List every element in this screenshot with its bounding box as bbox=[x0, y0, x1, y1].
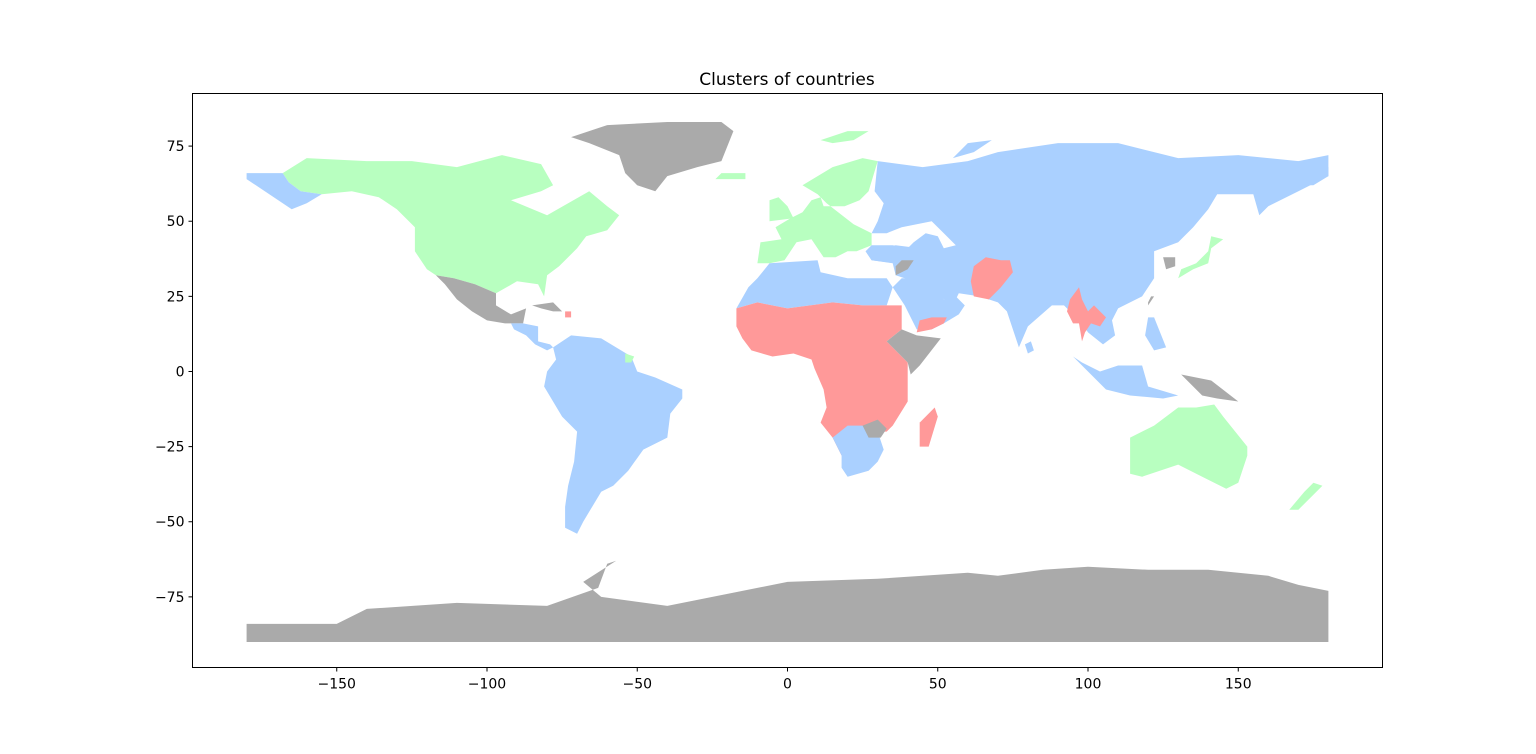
region-east-russia bbox=[1298, 155, 1329, 186]
region-japan bbox=[1178, 236, 1224, 279]
region-myanmar bbox=[1067, 287, 1106, 342]
region-arabia bbox=[892, 278, 965, 330]
y-tick-label: 75 bbox=[167, 139, 185, 155]
region-uk bbox=[769, 197, 794, 222]
region-guiana bbox=[625, 353, 635, 363]
region-horn bbox=[886, 329, 941, 375]
region-svalbard bbox=[820, 131, 869, 144]
y-tick-label: −25 bbox=[155, 440, 185, 456]
region-madagascar bbox=[919, 407, 938, 447]
x-tick-label: −150 bbox=[318, 677, 356, 693]
region-arctic-islands bbox=[952, 140, 992, 159]
x-tick-label: 0 bbox=[783, 677, 792, 693]
region-zimbabwe bbox=[862, 419, 887, 438]
region-southern-africa bbox=[832, 425, 884, 477]
x-tick-label: 100 bbox=[1075, 677, 1102, 693]
region-australia bbox=[1130, 404, 1248, 489]
y-tick-label: 50 bbox=[167, 214, 185, 230]
x-tick-label: 150 bbox=[1225, 677, 1252, 693]
region-taiwan bbox=[1148, 296, 1155, 306]
region-syria-iraq bbox=[895, 260, 914, 276]
x-axis: −150 −100 −50 0 50 100 150 bbox=[318, 667, 1252, 693]
region-haiti bbox=[565, 311, 572, 318]
region-south-america bbox=[544, 335, 683, 534]
map-regions bbox=[246, 122, 1329, 642]
region-greenland bbox=[571, 122, 734, 192]
region-europe bbox=[757, 158, 878, 264]
y-tick-label: 25 bbox=[167, 289, 185, 305]
region-yemen bbox=[916, 317, 947, 333]
region-turkey bbox=[865, 245, 920, 264]
region-indonesia bbox=[1073, 356, 1179, 399]
region-alaska bbox=[246, 173, 322, 210]
region-mexico bbox=[435, 275, 527, 324]
region-korea bbox=[1163, 257, 1176, 270]
x-tick-label: −50 bbox=[622, 677, 652, 693]
chart-title: Clusters of countries bbox=[699, 70, 875, 90]
y-tick-label: −75 bbox=[155, 590, 185, 606]
region-central-america bbox=[511, 323, 554, 351]
region-sri-lanka bbox=[1024, 341, 1034, 354]
y-tick-label: −50 bbox=[155, 515, 185, 531]
region-antarctica bbox=[246, 560, 1329, 642]
region-new-guinea bbox=[1181, 374, 1239, 402]
region-philippines bbox=[1145, 317, 1167, 351]
region-north-africa bbox=[736, 260, 893, 309]
region-sub-saharan bbox=[736, 302, 908, 456]
region-iceland bbox=[715, 173, 746, 180]
y-axis: 75 50 25 0 −25 −50 −75 bbox=[155, 139, 193, 606]
region-north-america bbox=[282, 155, 620, 297]
region-new-zealand bbox=[1289, 482, 1323, 510]
region-caribbean bbox=[532, 302, 563, 312]
y-tick-label: 0 bbox=[176, 364, 185, 380]
region-afghanistan-pakistan bbox=[970, 257, 1013, 300]
x-tick-label: 50 bbox=[929, 677, 947, 693]
x-tick-label: −100 bbox=[468, 677, 506, 693]
